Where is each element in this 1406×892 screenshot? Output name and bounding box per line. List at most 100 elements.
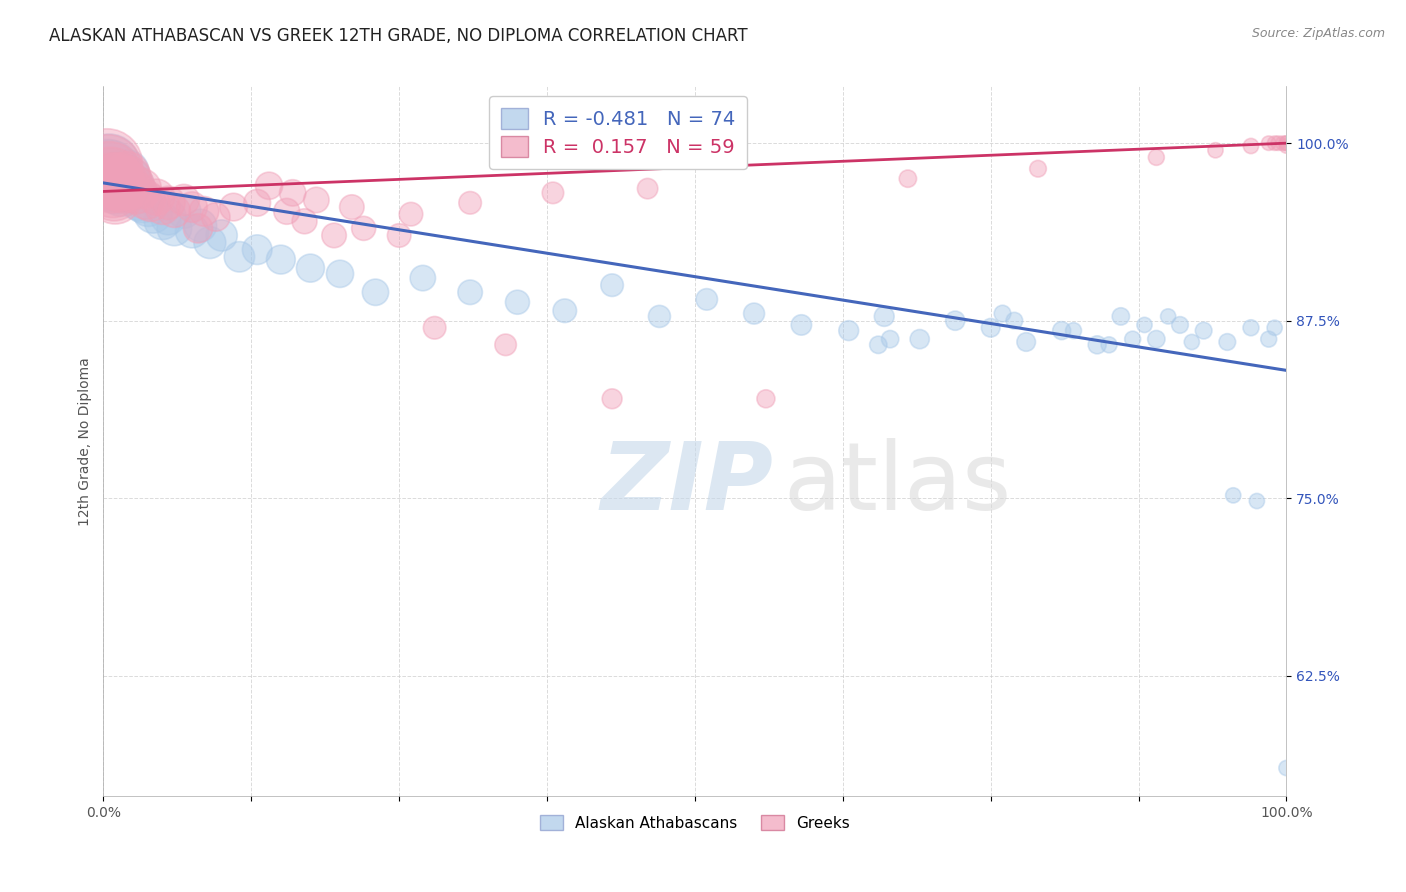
Point <box>157 195 180 210</box>
Point <box>879 332 901 346</box>
Point <box>1192 324 1215 338</box>
Point <box>211 228 233 243</box>
Point <box>1240 320 1263 334</box>
Point <box>131 195 153 210</box>
Point <box>1122 332 1144 346</box>
Point <box>103 186 125 200</box>
Point <box>107 171 129 186</box>
Point <box>270 252 292 267</box>
Point <box>1205 143 1227 157</box>
Point <box>128 193 150 207</box>
Point <box>943 314 966 328</box>
Point <box>991 307 1014 321</box>
Point <box>1257 332 1279 346</box>
Point <box>1144 150 1167 164</box>
Point <box>1015 334 1038 349</box>
Point <box>495 338 517 352</box>
Point <box>1133 318 1156 332</box>
Point <box>873 310 896 324</box>
Point <box>122 178 145 193</box>
Point <box>129 181 152 195</box>
Point <box>1181 334 1204 349</box>
Point <box>1216 334 1239 349</box>
Point <box>125 186 148 200</box>
Point <box>281 186 304 200</box>
Point <box>1275 139 1298 153</box>
Point <box>1240 139 1263 153</box>
Point <box>541 186 564 200</box>
Point <box>152 214 174 228</box>
Point <box>1275 136 1298 150</box>
Point <box>181 200 204 214</box>
Point <box>97 161 120 176</box>
Point <box>181 224 204 238</box>
Point <box>388 228 411 243</box>
Point <box>96 164 118 178</box>
Y-axis label: 12th Grade, No Diploma: 12th Grade, No Diploma <box>79 357 93 525</box>
Point <box>353 221 375 235</box>
Point <box>1144 332 1167 346</box>
Point <box>1275 761 1298 775</box>
Point <box>111 181 134 195</box>
Point <box>1002 314 1025 328</box>
Point <box>1063 324 1085 338</box>
Point <box>115 168 138 182</box>
Point <box>364 285 387 300</box>
Point <box>105 181 128 195</box>
Point <box>648 310 671 324</box>
Point <box>98 157 121 171</box>
Point <box>108 178 131 193</box>
Point <box>868 338 890 352</box>
Point <box>111 181 134 195</box>
Point <box>897 171 920 186</box>
Point <box>100 161 122 176</box>
Point <box>98 168 121 182</box>
Legend: Alaskan Athabascans, Greeks: Alaskan Athabascans, Greeks <box>533 807 858 838</box>
Point <box>412 271 434 285</box>
Point <box>1246 494 1268 508</box>
Point <box>1264 320 1286 334</box>
Point <box>1275 136 1298 150</box>
Point <box>228 250 250 264</box>
Point <box>276 204 298 219</box>
Point <box>423 320 446 334</box>
Point <box>742 307 765 321</box>
Point <box>101 181 124 195</box>
Point <box>204 210 226 224</box>
Text: ZIP: ZIP <box>600 438 773 530</box>
Point <box>637 181 659 195</box>
Point <box>110 186 132 200</box>
Point <box>135 193 157 207</box>
Point <box>246 195 269 210</box>
Point <box>112 171 135 186</box>
Point <box>100 171 122 186</box>
Text: Source: ZipAtlas.com: Source: ZipAtlas.com <box>1251 27 1385 40</box>
Point <box>329 267 352 281</box>
Point <box>187 221 209 235</box>
Point <box>100 168 122 182</box>
Point <box>458 285 481 300</box>
Point <box>193 204 215 219</box>
Point <box>755 392 778 406</box>
Point <box>139 195 162 210</box>
Point <box>142 207 165 221</box>
Point <box>1168 318 1191 332</box>
Point <box>299 261 322 276</box>
Point <box>458 195 481 210</box>
Point <box>114 176 136 190</box>
Point <box>1026 161 1049 176</box>
Point <box>104 190 127 204</box>
Text: ALASKAN ATHABASCAN VS GREEK 12TH GRADE, NO DIPLOMA CORRELATION CHART: ALASKAN ATHABASCAN VS GREEK 12TH GRADE, … <box>49 27 748 45</box>
Point <box>198 235 221 250</box>
Point <box>1264 136 1286 150</box>
Point <box>118 171 141 186</box>
Point <box>600 278 623 293</box>
Point <box>115 164 138 178</box>
Point <box>399 207 422 221</box>
Point <box>100 176 122 190</box>
Point <box>222 200 245 214</box>
Point <box>1271 136 1294 150</box>
Point <box>600 392 623 406</box>
Point <box>1085 338 1108 352</box>
Point <box>173 204 195 219</box>
